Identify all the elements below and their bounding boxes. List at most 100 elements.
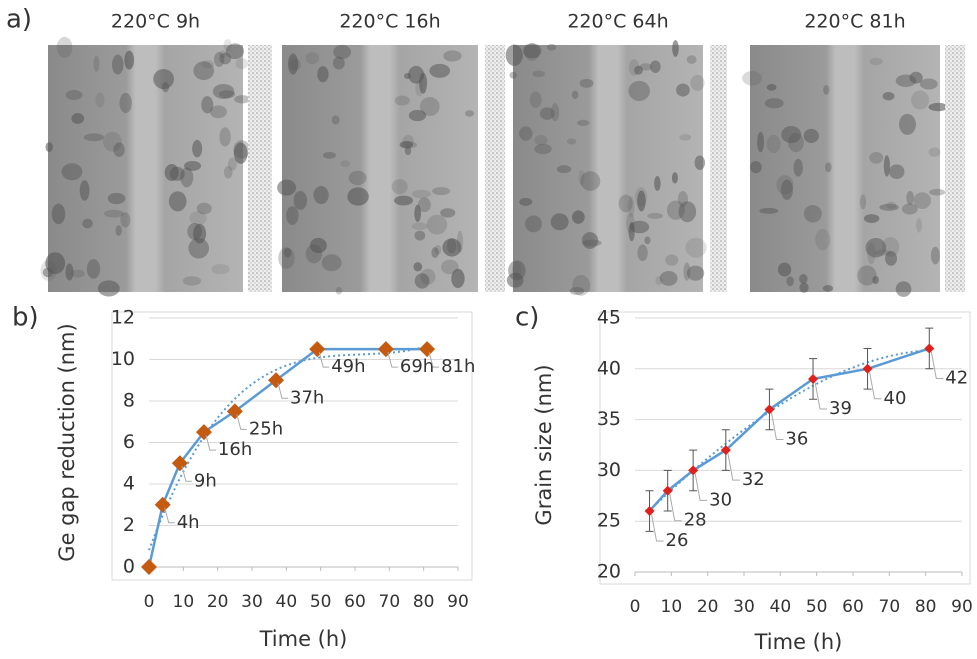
grain: [505, 44, 523, 66]
grain: [103, 131, 122, 152]
grain: [408, 109, 427, 122]
grain: [677, 191, 688, 207]
leader-line: [181, 466, 192, 482]
grain: [164, 164, 179, 182]
grain: [391, 179, 408, 195]
grain: [578, 170, 585, 186]
grain: [103, 209, 124, 218]
marker: [195, 424, 212, 441]
grain: [82, 218, 93, 229]
grain: [429, 63, 451, 78]
x-tick-label: 90: [951, 597, 973, 617]
grain: [571, 210, 585, 224]
leader-line: [669, 493, 682, 522]
grain: [780, 179, 793, 201]
y-tick-label: 25: [597, 510, 621, 532]
grain: [420, 268, 436, 285]
marker: [644, 506, 655, 517]
chart-frame: [111, 311, 473, 581]
grain: [867, 242, 876, 265]
leader-line: [277, 383, 289, 399]
y-tick-label: 4: [123, 473, 135, 495]
grain: [518, 126, 533, 141]
grain: [757, 131, 765, 153]
grain: [192, 139, 203, 158]
x-tick-label: 0: [630, 597, 641, 617]
grain: [440, 208, 456, 218]
x-tick-label: 30: [241, 592, 263, 612]
grain: [678, 201, 697, 223]
grain: [414, 273, 430, 289]
grain: [322, 151, 336, 159]
marker: [154, 496, 171, 513]
data-label: 26: [666, 530, 689, 551]
grain: [742, 71, 763, 86]
grain: [524, 44, 540, 61]
data-label: 69h: [400, 356, 434, 377]
grain: [628, 80, 650, 102]
y-tick-label: 10: [111, 348, 135, 370]
grain: [119, 92, 132, 114]
grain: [223, 39, 232, 52]
grain: [188, 237, 210, 259]
grain: [776, 175, 794, 195]
panel-label: c): [515, 303, 539, 333]
grain: [534, 135, 548, 146]
grain: [895, 281, 912, 297]
grain: [394, 195, 414, 206]
data-label: 16h: [218, 439, 252, 460]
data-label: 36: [785, 428, 808, 449]
grain: [277, 179, 297, 196]
marker: [862, 363, 873, 374]
micrograph-strip: [248, 45, 272, 292]
chart-frame: [599, 311, 971, 585]
leader-line: [164, 507, 175, 524]
leader-line: [814, 381, 828, 410]
micrograph-strip: [945, 45, 965, 292]
grain: [442, 238, 462, 257]
grain: [86, 259, 101, 279]
grain: [95, 92, 105, 108]
grain: [399, 140, 413, 149]
data-label: 39: [829, 398, 852, 419]
grain: [219, 52, 232, 65]
grain: [639, 63, 653, 71]
grain: [218, 90, 236, 99]
grain: [882, 92, 895, 101]
grain: [886, 201, 897, 209]
grain: [628, 196, 635, 218]
grain: [764, 98, 784, 109]
grain: [193, 223, 207, 244]
grain: [822, 285, 834, 292]
grain: [650, 60, 661, 73]
marker: [309, 341, 326, 358]
grain: [685, 237, 707, 258]
marker: [377, 341, 394, 358]
marker: [268, 372, 285, 389]
grain: [335, 286, 343, 295]
grain: [618, 194, 633, 213]
grain: [906, 190, 915, 205]
leader-line: [930, 351, 944, 379]
x-tick-label: 10: [661, 597, 683, 617]
grain: [803, 204, 822, 223]
grain: [278, 247, 295, 269]
image-title: 220°C 9h: [111, 11, 200, 33]
marker: [226, 403, 243, 420]
grain: [869, 152, 884, 164]
grain: [124, 50, 135, 70]
leader-line: [205, 434, 216, 451]
marker: [764, 404, 775, 415]
x-tick-label: 70: [879, 597, 901, 617]
marker: [720, 445, 731, 456]
panel-label: b): [12, 303, 39, 333]
grain: [909, 71, 923, 84]
grain: [655, 276, 663, 286]
grain: [690, 74, 705, 91]
grain: [511, 261, 522, 278]
grain: [79, 180, 90, 201]
data-label: 81h: [441, 356, 475, 377]
x-tick-label: 20: [207, 592, 229, 612]
